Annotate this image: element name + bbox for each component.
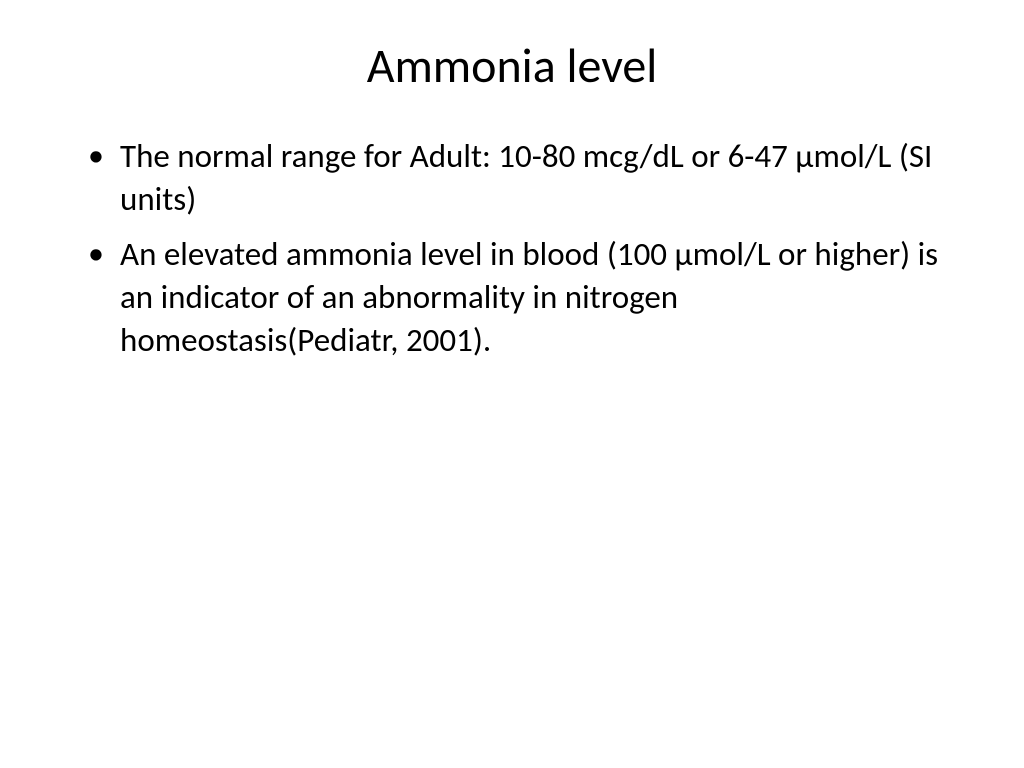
slide-container: Ammonia level The normal range for Adult… — [0, 0, 1024, 768]
bullet-item: An elevated ammonia level in blood (100 … — [88, 233, 964, 362]
bullet-list: The normal range for Adult: 10-80 mcg/dL… — [88, 135, 964, 361]
bullet-item: The normal range for Adult: 10-80 mcg/dL… — [88, 135, 964, 221]
slide-title: Ammonia level — [60, 36, 964, 95]
slide-content: The normal range for Adult: 10-80 mcg/dL… — [60, 135, 964, 361]
